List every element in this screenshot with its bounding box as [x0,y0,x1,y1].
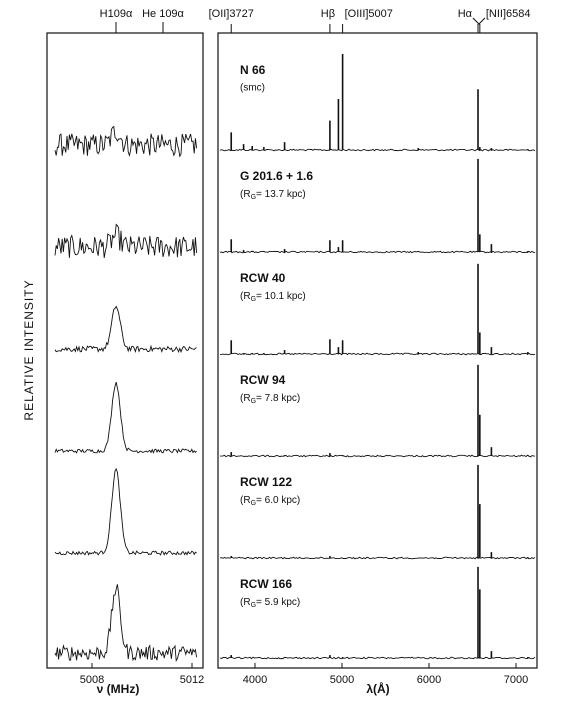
radio-trace [54,381,197,454]
radio-trace [54,467,197,556]
note-sub: G [251,194,256,201]
note-part: = 7.8 kpc) [256,393,300,404]
x-tick-label: 4000 [243,674,267,686]
line-label: [OIII]5007 [345,8,393,20]
object-note: (RG= 5.9 kpc) [240,597,300,609]
note-part: = 13.7 kpc) [256,189,306,200]
optical-frame [217,32,538,669]
object-note: (RG= 13.7 kpc) [240,189,306,201]
note-part: (R [240,495,251,506]
note-sub: G [251,398,256,405]
note-part: (R [240,393,251,404]
object-note: (RG= 6.0 kpc) [240,495,300,507]
note-part: = 6.0 kpc) [256,495,300,506]
line-label: [OII]3727 [209,8,254,20]
note-part: = 10.1 kpc) [256,291,306,302]
line-label: He 109α [142,8,184,20]
note-sub: G [251,602,256,609]
radio-trace [54,584,198,663]
optical-continuum [219,352,536,356]
object-name: RCW 40 [240,271,286,285]
radio-trace [54,223,198,258]
note-part: (R [240,597,251,608]
optical-continuum [220,454,536,458]
radio-trace [54,125,198,158]
optical-continuum [219,556,536,560]
line-label: [NII]6584 [486,8,531,20]
radio-frame [46,32,204,669]
object-name: G 201.6 + 1.6 [240,169,313,183]
object-note: (RG= 7.8 kpc) [240,393,300,405]
x-tick-label: 5012 [180,674,204,686]
object-name: RCW 166 [240,577,292,591]
note-part: (R [240,291,251,302]
optical-continuum [219,656,536,660]
x-axis-label: λ(Å) [366,681,389,696]
object-note: (RG= 10.1 kpc) [240,291,306,303]
x-tick-label: 5000 [330,674,354,686]
line-label: H109α [100,8,133,20]
optical-continuum [219,250,536,254]
note-part: = 5.9 kpc) [256,597,300,608]
note-part: (R [240,189,251,200]
line-label: Hα [458,8,473,20]
optical-continuum [219,148,536,152]
object-name: RCW 94 [240,373,286,387]
x-tick-label: 6000 [417,674,441,686]
object-name: RCW 122 [240,475,292,489]
radio-trace [54,305,197,354]
fork [472,17,486,25]
note-sub: G [251,500,256,507]
x-tick-label: 5008 [80,674,104,686]
x-tick-label: 7000 [504,674,528,686]
y-axis-label: RELATIVE INTENSITY [22,279,36,420]
line-label: Hβ [321,8,335,20]
note-sub: G [251,296,256,303]
object-name: N 66 [240,63,266,77]
x-axis-label: ν (MHz) [97,682,140,696]
object-note: (smc) [240,83,265,94]
